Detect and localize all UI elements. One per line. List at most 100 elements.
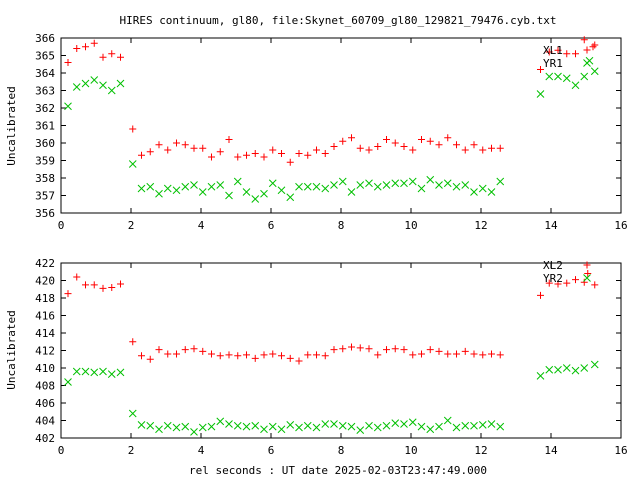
data-point-xl1	[199, 144, 207, 152]
data-point-yr2	[277, 425, 286, 434]
data-point-xl2	[117, 280, 124, 288]
data-point-yr2	[435, 422, 443, 431]
x-tick-label: 4	[198, 219, 205, 232]
data-point-xl2	[64, 290, 72, 298]
data-point-yr1	[251, 195, 260, 203]
data-point-yr2	[163, 421, 172, 430]
data-point-yr2	[90, 368, 99, 377]
data-point-yr1	[137, 184, 146, 193]
data-point-xl2	[146, 355, 154, 363]
data-point-xl2	[537, 291, 544, 299]
data-point-yr1	[365, 179, 373, 188]
data-point-yr1	[554, 72, 562, 81]
data-point-xl2	[251, 354, 259, 362]
data-point-xl2	[391, 345, 399, 353]
data-point-xl1	[496, 144, 504, 152]
data-point-yr2	[590, 360, 599, 369]
data-point-yr2	[562, 364, 571, 372]
y-tick-label: 422	[35, 257, 55, 270]
y-tick-label: 365	[35, 50, 55, 63]
x-tick-label: 14	[544, 219, 558, 232]
y-tick-label: 404	[35, 415, 55, 428]
data-point-yr2	[146, 421, 155, 430]
data-point-xl2	[580, 278, 588, 286]
y-tick-label: 364	[35, 67, 55, 80]
data-point-xl1	[73, 45, 81, 52]
data-point-xl1	[545, 48, 553, 56]
data-point-xl1	[563, 50, 571, 58]
data-point-yr2	[321, 420, 330, 428]
data-point-yr2	[347, 422, 356, 431]
data-point-xl1	[356, 144, 364, 152]
data-point-xl2	[234, 352, 242, 360]
data-point-xl1	[554, 46, 562, 54]
data-point-xl2	[286, 354, 294, 362]
data-point-yr1	[382, 181, 391, 189]
data-point-yr1	[303, 182, 312, 191]
chart-title: HIRES continuum, gl80, file:Skynet_60709…	[119, 14, 556, 27]
data-point-yr1	[562, 74, 571, 83]
data-point-xl2	[208, 350, 215, 358]
data-point-xl1	[426, 137, 434, 145]
y-tick-label: 418	[35, 292, 55, 305]
data-point-xl1	[164, 146, 172, 154]
data-point-yr2	[155, 425, 163, 434]
data-point-xl1	[470, 141, 478, 149]
data-point-xl2	[453, 350, 460, 358]
data-point-yr2	[295, 423, 303, 432]
data-point-xl1	[173, 139, 180, 147]
data-point-xl2	[444, 350, 452, 358]
data-point-xl1	[418, 136, 425, 143]
data-point-xl2	[409, 351, 417, 359]
data-point-xl2	[435, 347, 443, 355]
data-point-yr1	[155, 189, 163, 198]
data-point-xl1	[243, 151, 250, 159]
data-point-xl1	[129, 125, 137, 133]
data-point-yr1	[443, 179, 452, 188]
data-point-xl1	[383, 136, 390, 143]
data-point-xl2	[138, 352, 145, 360]
x-tick-label: 0	[58, 444, 65, 457]
y-axis-label: Uncalibrated	[5, 86, 18, 165]
x-tick-label: 14	[544, 444, 558, 457]
data-point-xl2	[313, 351, 320, 359]
data-point-xl2	[304, 351, 312, 359]
y-tick-label: 416	[35, 310, 55, 323]
x-tick-label: 4	[198, 444, 205, 457]
data-point-yr2	[303, 421, 312, 430]
data-point-xl1	[82, 43, 89, 51]
data-point-yr2	[260, 425, 268, 434]
bottom-panel: 0 2 4 6 8 10 12 14 16 402 404 406 408 410 412 414 416 418…	[5, 257, 628, 457]
data-point-yr1	[225, 191, 233, 200]
data-point-yr1	[216, 181, 225, 189]
data-point-xl1	[321, 150, 329, 157]
data-point-yr2	[81, 367, 90, 376]
y-tick-label: 414	[35, 327, 55, 340]
data-point-xl2	[73, 273, 81, 281]
data-point-xl2	[90, 281, 98, 289]
data-point-xl2	[461, 347, 469, 355]
data-point-yr2	[496, 422, 505, 431]
data-point-yr2	[198, 423, 207, 432]
data-point-xl1	[295, 150, 303, 157]
data-point-xl2	[99, 284, 107, 292]
data-point-xl2	[426, 346, 434, 354]
data-point-yr2	[137, 421, 146, 429]
data-point-xl2	[243, 351, 250, 359]
x-tick-label: 0	[58, 219, 65, 232]
x-tick-label: 12	[474, 219, 487, 232]
data-point-xl1	[208, 153, 215, 161]
data-point-yr1	[146, 182, 155, 191]
data-point-xl2	[199, 347, 207, 355]
data-point-yr1	[452, 182, 461, 191]
data-point-yr2	[554, 365, 562, 374]
data-point-xl2	[295, 357, 303, 365]
data-point-xl1	[572, 50, 579, 58]
data-point-yr1	[116, 79, 125, 88]
data-point-yr2	[190, 428, 198, 436]
data-point-yr1	[496, 177, 505, 186]
data-point-xl2	[321, 352, 329, 360]
plot-frame	[60, 262, 622, 439]
data-point-yr1	[478, 184, 487, 193]
data-point-yr2	[268, 422, 277, 431]
